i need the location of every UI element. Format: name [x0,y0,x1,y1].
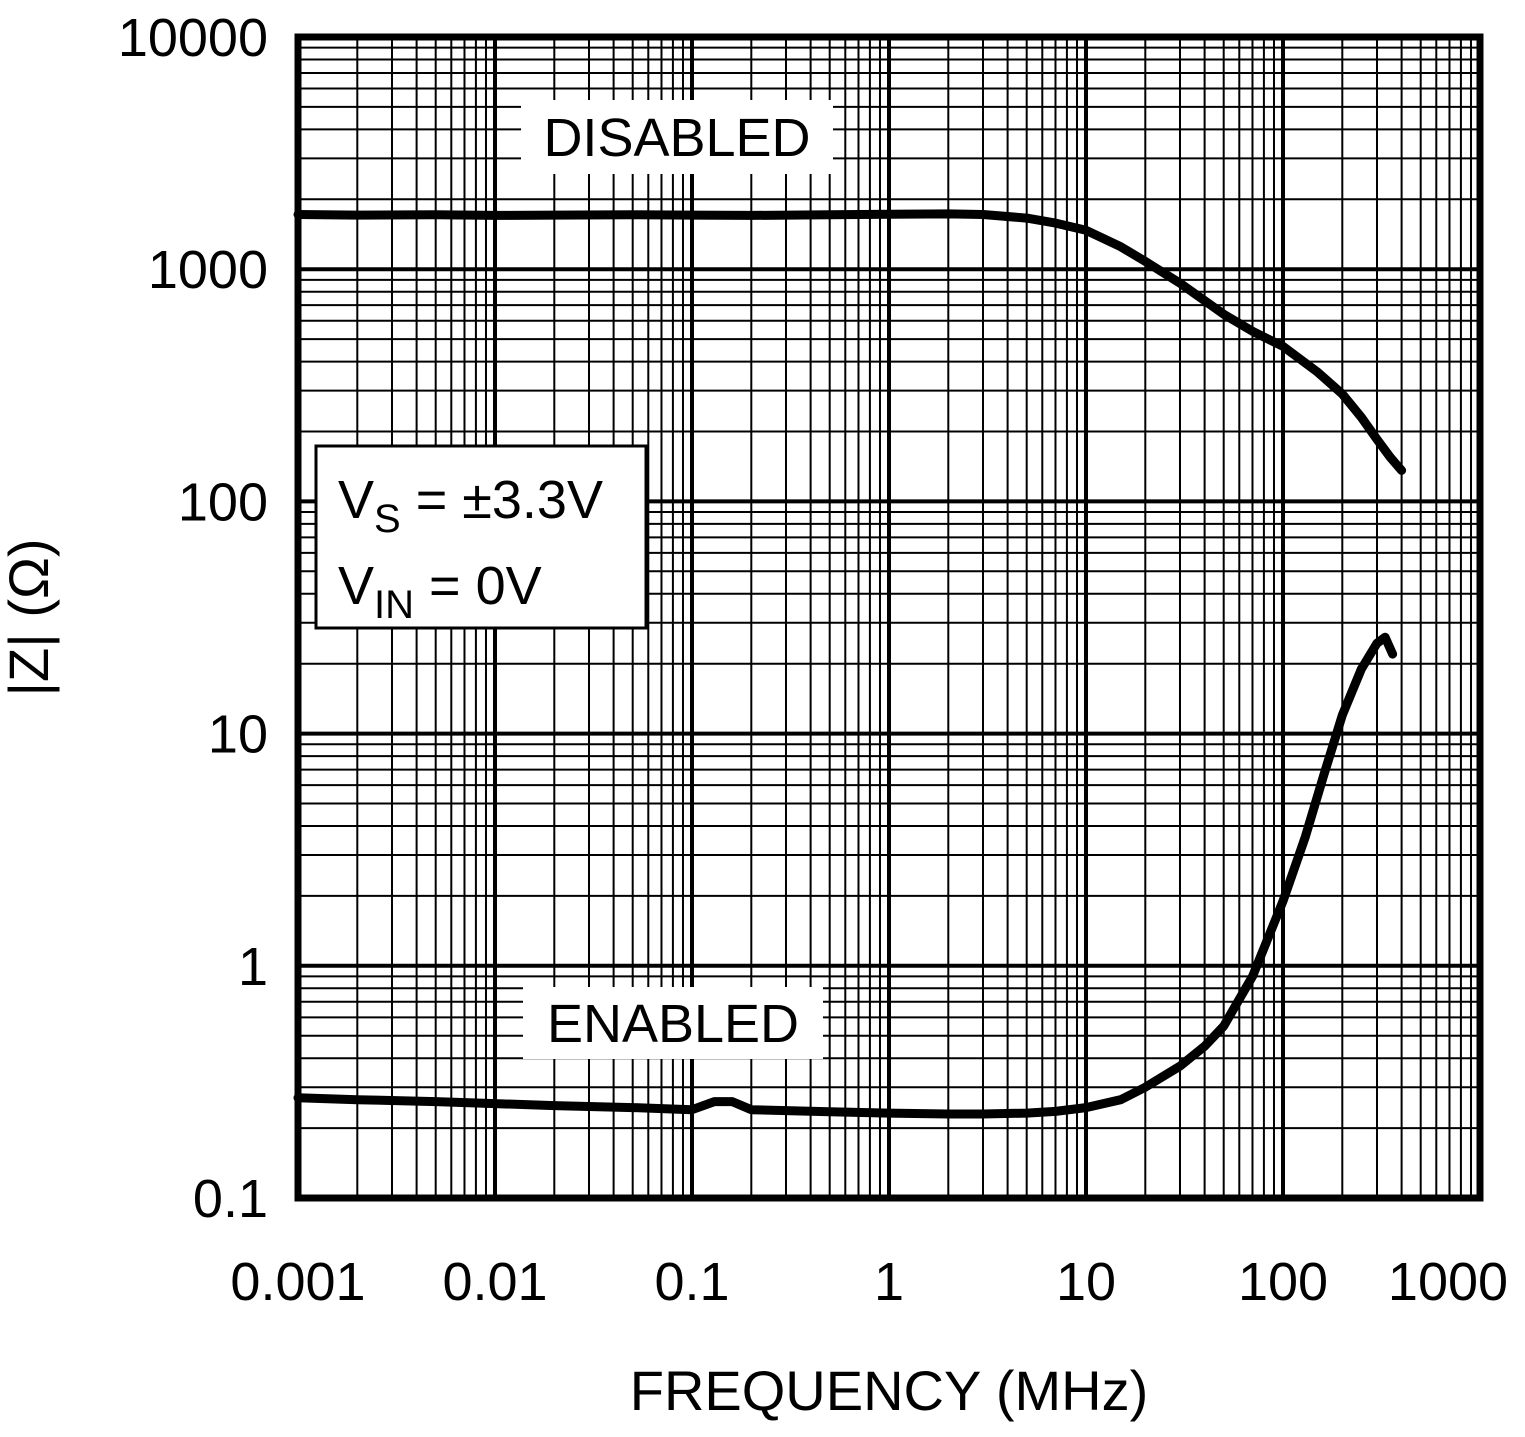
x-tick-label: 1 [874,1252,904,1312]
curve-disabled [293,209,1407,475]
y-tick-label: 10000 [118,8,268,68]
plot-frame [294,33,1484,1202]
x-tick-label: 1000 [1388,1252,1508,1312]
y-tick-label: 0.1 [193,1169,268,1229]
curve-label-box-enabled [523,987,823,1059]
x-tick-label: 0.1 [654,1252,729,1312]
x-tick-label: 0.001 [230,1252,365,1312]
curve-label-box-disabled [521,100,833,174]
x-tick-label: 10 [1056,1252,1116,1312]
y-axis-title: |Z| (Ω) [0,538,60,696]
curve-label-enabled: ENABLED [547,994,799,1054]
x-tick-label: 100 [1238,1252,1328,1312]
x-tick-label: 0.01 [442,1252,547,1312]
x-axis-title: FREQUENCY (MHz) [630,1359,1149,1422]
y-tick-label: 1 [238,937,268,997]
curve-enabled [293,632,1398,1119]
test-conditions-line: VIN = 0V [338,556,542,627]
test-conditions-box [314,444,648,630]
y-tick-label: 100 [178,472,268,532]
curve-label-disabled: DISABLED [543,108,810,168]
y-tick-label: 1000 [148,240,268,300]
test-conditions-line: VS = ±3.3V [338,470,603,541]
y-tick-label: 10 [208,705,268,765]
